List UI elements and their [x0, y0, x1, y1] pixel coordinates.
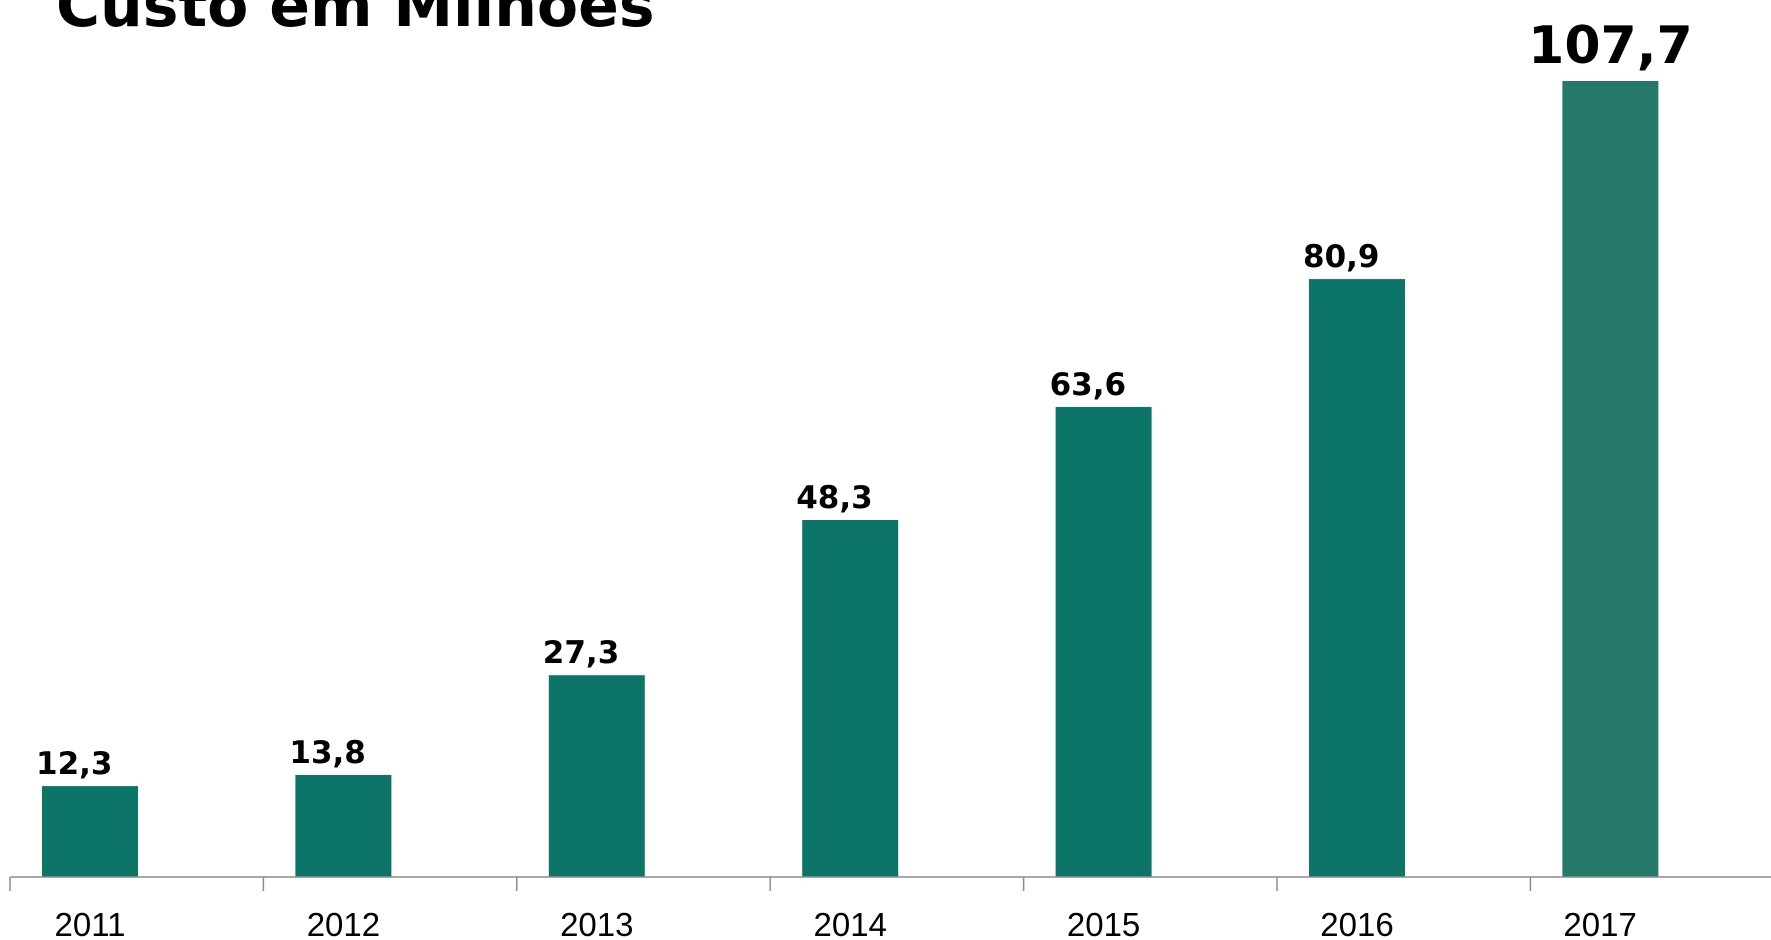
- x-tick-label-2017: 2017: [1563, 906, 1636, 940]
- value-label-2014: 48,3: [796, 480, 873, 516]
- x-axis-ticks: [9, 877, 1532, 891]
- bar-2011: [42, 786, 138, 877]
- bar-2012: [295, 775, 392, 877]
- value-labels-layer: 12,3 13,8 27,3 48,3 63,6 80,9 107,7: [36, 16, 1693, 782]
- bar-2014: [802, 520, 899, 877]
- value-label-2015: 63,6: [1050, 367, 1127, 403]
- x-axis-tick-labels: 2011 2012 2013 2014 2015 2016 2017: [55, 906, 1637, 940]
- bar-2017: [1562, 81, 1659, 877]
- x-tick-label-2015: 2015: [1067, 906, 1140, 940]
- value-label-2013: 27,3: [543, 635, 620, 671]
- value-label-2012: 13,8: [289, 735, 366, 771]
- value-label-2011: 12,3: [36, 746, 113, 782]
- x-tick-label-2016: 2016: [1320, 906, 1393, 940]
- bar-2015: [1055, 406, 1152, 877]
- bar-2016: [1309, 279, 1405, 877]
- bar-2013: [548, 675, 645, 877]
- value-label-2016: 80,9: [1303, 239, 1380, 275]
- x-tick-label-2013: 2013: [560, 906, 633, 940]
- value-label-2017: 107,7: [1528, 16, 1692, 76]
- x-tick-label-2011: 2011: [55, 906, 126, 940]
- x-tick-label-2012: 2012: [307, 906, 380, 940]
- chart-title: Custo em Milhões: [56, 0, 655, 41]
- bars-layer: [42, 81, 1659, 877]
- x-tick-label-2014: 2014: [813, 906, 886, 940]
